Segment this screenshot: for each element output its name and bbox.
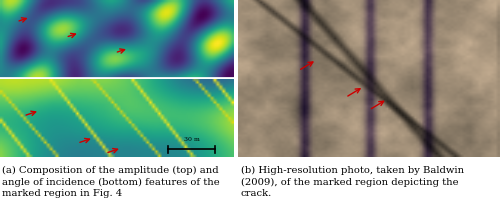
Text: (a) Composition of the amplitude (top) and
angle of incidence (bottom) features : (a) Composition of the amplitude (top) a… — [2, 166, 220, 198]
Text: 30 m: 30 m — [184, 137, 200, 142]
Text: (b) High-resolution photo, taken by Baldwin
(2009), of the marked region depicti: (b) High-resolution photo, taken by Bald… — [240, 166, 464, 198]
